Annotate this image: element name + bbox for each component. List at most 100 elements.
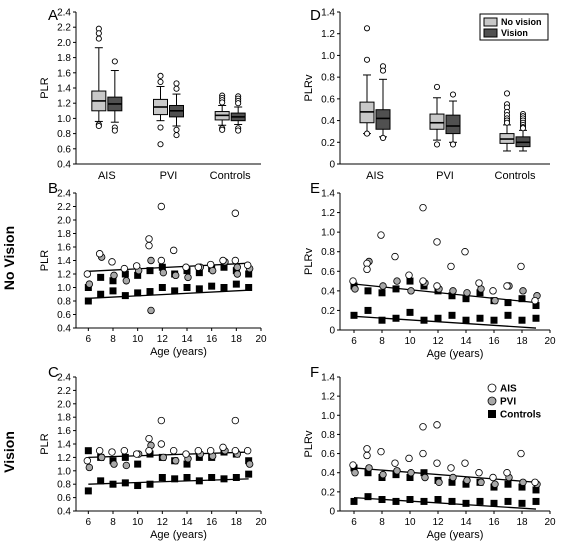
point-ais-e — [531, 296, 539, 305]
row-label-no-vision: No Vision — [1, 226, 17, 290]
point-controls-e — [364, 306, 372, 314]
x-tick-label-c: 16 — [206, 517, 218, 528]
point-controls-b — [158, 284, 166, 291]
point-pvi-e — [491, 296, 499, 305]
point-ais-e — [391, 252, 399, 261]
point-controls-f — [378, 496, 386, 504]
y-tick-label-d: 0.2 — [321, 138, 335, 149]
point-controls-f — [476, 497, 484, 505]
point-controls-e — [350, 311, 358, 319]
point-ais-f — [377, 447, 385, 456]
point-controls-b — [121, 270, 129, 278]
category-label-a: AIS — [98, 170, 116, 182]
point-ais-c — [132, 450, 141, 458]
point-pvi-e — [379, 282, 387, 290]
y-tick-label-b: 2.2 — [57, 202, 71, 213]
x-tick-label-c: 8 — [110, 517, 116, 528]
y-tick-label-e: 0 — [329, 326, 335, 337]
point-controls-e — [378, 316, 386, 324]
y-tick-label-c: 1.2 — [57, 453, 71, 464]
point-ais-b — [108, 258, 116, 266]
point-pvi-f — [449, 473, 457, 482]
y-tick-label-b: 0.4 — [57, 324, 71, 335]
point-pvi-e — [407, 287, 415, 295]
point-ais-c — [120, 447, 129, 455]
y-tick-label-a: 1.0 — [57, 114, 71, 125]
point-controls-e — [462, 295, 470, 303]
row-label-vision: Vision — [1, 431, 17, 473]
y-tick-label-a: 1.4 — [57, 84, 71, 95]
point-controls-e — [378, 289, 386, 297]
point-pvi-b — [233, 263, 242, 271]
x-tick-label-f: 14 — [460, 517, 472, 528]
point-pvi-c — [171, 457, 180, 465]
y-tick-label-c: 0.4 — [57, 507, 71, 518]
point-controls-b — [84, 297, 92, 305]
outlier-point-a — [173, 132, 180, 139]
legend-marker-pvi-f — [487, 396, 497, 406]
point-ais-b — [145, 235, 153, 243]
panel-letter-b: B — [48, 180, 58, 197]
point-controls-f — [406, 474, 414, 481]
point-ais-b — [219, 256, 227, 265]
point-controls-b — [195, 269, 203, 277]
point-controls-e — [406, 308, 414, 316]
y-tick-label-d: 0 — [329, 160, 335, 171]
y-tick-label-f: 0 — [329, 507, 335, 518]
point-ais-f — [419, 449, 427, 458]
box-d — [375, 109, 391, 130]
x-axis-label-e: Age (years) — [427, 348, 484, 360]
legend-label-d: Vision — [501, 28, 528, 38]
point-controls-c — [232, 474, 240, 481]
y-tick-label-c: 2.0 — [57, 399, 71, 410]
point-ais-e — [363, 265, 371, 274]
y-tick-label-d: 1.0 — [321, 51, 335, 62]
point-pvi-f — [463, 476, 471, 485]
point-controls-c — [84, 447, 92, 455]
point-controls-f — [350, 497, 358, 505]
y-tick-label-c: 1.0 — [57, 466, 71, 477]
point-controls-e — [364, 287, 372, 295]
point-ais-f — [489, 473, 497, 482]
point-controls-e — [406, 277, 414, 285]
point-controls-b — [183, 284, 191, 291]
point-ais-e — [433, 282, 441, 290]
point-ais-b — [231, 209, 240, 217]
outlier-point-a — [95, 122, 102, 130]
point-ais-c — [108, 448, 116, 456]
point-ais-b — [169, 246, 178, 255]
y-axis-label-a: PLR — [39, 77, 51, 98]
point-controls-f — [392, 471, 400, 479]
x-tick-label-b: 8 — [110, 334, 116, 345]
x-axis-label-c: Age (years) — [150, 529, 207, 541]
point-ais-f — [503, 469, 511, 477]
point-controls-f — [518, 499, 526, 507]
y-tick-label-d: 0.8 — [321, 73, 335, 84]
point-controls-f — [420, 469, 428, 477]
point-ais-f — [531, 478, 539, 486]
point-controls-f — [364, 469, 372, 477]
band-line-f — [353, 467, 537, 483]
point-controls-e — [476, 289, 484, 297]
y-axis-label-d: PLRv — [303, 74, 315, 101]
y-tick-label-a: 2.0 — [57, 38, 71, 49]
point-controls-b — [146, 288, 154, 296]
point-controls-e — [448, 311, 456, 319]
panel-letter-a: A — [48, 7, 58, 24]
point-ais-f — [433, 459, 441, 467]
x-tick-label-e: 10 — [404, 336, 416, 347]
panel-letter-d: D — [310, 7, 321, 24]
panel-f: F 0 0.2 0.4 0.6 0.8 1.0 1.2 1.4 PLRv 6 8 10 12 14 16 18 2… — [303, 364, 556, 541]
point-ais-b — [145, 241, 153, 250]
point-ais-c — [145, 447, 153, 455]
legend-label-f: Controls — [500, 410, 542, 421]
point-ais-f — [475, 469, 483, 477]
point-ais-e — [419, 277, 427, 285]
y-tick-label-a: 0.8 — [57, 129, 71, 140]
outlier-point-a — [219, 126, 226, 133]
y-tick-label-b: 1.4 — [57, 256, 71, 267]
point-ais-e — [447, 262, 455, 271]
point-controls-f — [406, 496, 414, 504]
point-controls-b — [158, 263, 166, 271]
x-tick-label-e: 8 — [379, 336, 385, 347]
